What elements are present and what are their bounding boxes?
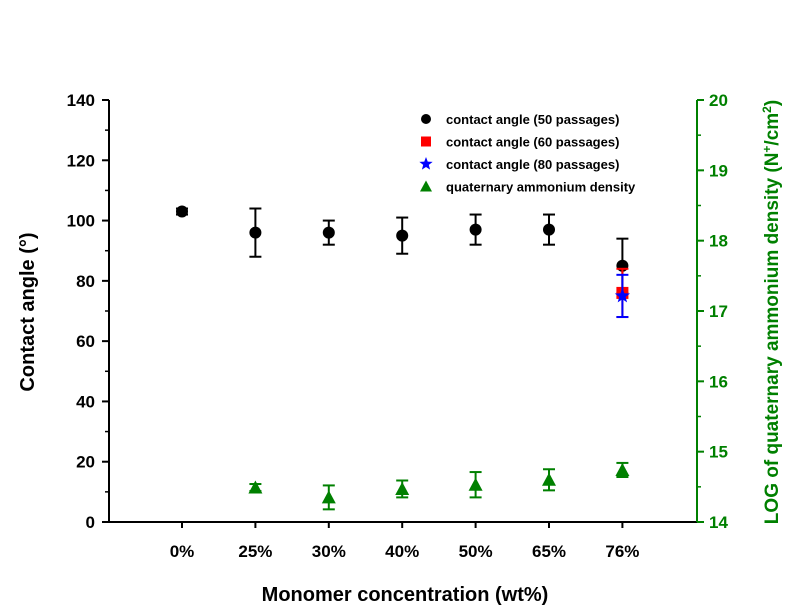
x-tick-label: 65% <box>532 542 566 561</box>
x-tick-label: 50% <box>459 542 493 561</box>
legend-label: contact angle (80 passages) <box>446 157 619 172</box>
legend-marker-square <box>421 136 431 147</box>
right-axis-ticks: 14 15 16 17 18 19 20 <box>697 91 728 532</box>
x-axis-label: Monomer concentration (wt%) <box>262 584 549 606</box>
data-point-circle <box>176 205 188 218</box>
left-tick-label: 100 <box>67 212 95 231</box>
y2-axis-label-sup2: 2 <box>760 106 774 113</box>
data-point-triangle <box>248 480 263 494</box>
right-tick-label: 18 <box>709 232 728 251</box>
legend-marker-circle <box>421 114 431 124</box>
left-tick-label: 140 <box>67 91 95 110</box>
data-marks <box>176 205 631 511</box>
y2-axis-label-end: ) <box>762 100 783 106</box>
y2-axis-label-main: LOG of quaternary ammonium density (N <box>762 153 783 525</box>
right-tick-label: 20 <box>709 91 728 110</box>
legend-label: contact angle (50 passages) <box>446 112 619 127</box>
legend-label: contact angle (60 passages) <box>446 135 619 150</box>
data-point-circle <box>322 226 335 239</box>
y2-axis-label: LOG of quaternary ammonium density (N+/c… <box>760 100 783 524</box>
right-tick-label: 17 <box>709 302 728 321</box>
x-tick-label: 40% <box>385 542 419 561</box>
legend-marker-triangle <box>420 180 432 192</box>
right-tick-label: 16 <box>709 372 728 391</box>
left-tick-label: 0 <box>86 513 95 532</box>
right-tick-label: 15 <box>709 443 728 462</box>
x-tick-label: 25% <box>238 542 272 561</box>
legend-marker-star <box>419 157 433 170</box>
data-point-triangle <box>468 477 483 491</box>
data-point-circle <box>249 226 262 239</box>
y-axis-label: Contact angle (°) <box>17 232 39 391</box>
data-point-circle <box>543 223 555 236</box>
right-tick-label: 14 <box>709 513 728 532</box>
data-point-triangle <box>321 490 336 504</box>
x-tick-label: 30% <box>312 542 346 561</box>
data-point-circle <box>396 229 409 242</box>
y2-axis-label-mid: /cm <box>762 113 783 146</box>
left-tick-label: 20 <box>76 453 95 472</box>
left-axis-ticks: 0 20 40 60 80 100 120 140 <box>67 91 109 532</box>
x-axis-ticks: 0% 25% 30% 40% 50% 65% 76% <box>170 522 639 561</box>
x-tick-label: 0% <box>170 542 195 561</box>
legend-label: quaternary ammonium density <box>446 180 636 195</box>
x-tick-label: 76% <box>605 542 639 561</box>
data-point-triangle <box>395 481 410 495</box>
data-point-triangle <box>542 472 556 486</box>
data-point-star <box>614 287 631 303</box>
left-tick-label: 40 <box>76 392 95 411</box>
legend: contact angle (50 passages) contact angle… <box>419 112 636 195</box>
right-tick-label: 19 <box>709 161 728 180</box>
y2-axis-label-sup1: + <box>760 146 774 153</box>
data-point-triangle <box>615 462 630 476</box>
data-point-circle <box>469 223 482 236</box>
left-tick-label: 80 <box>76 272 95 291</box>
left-tick-label: 120 <box>67 151 95 170</box>
left-tick-label: 60 <box>76 332 95 351</box>
